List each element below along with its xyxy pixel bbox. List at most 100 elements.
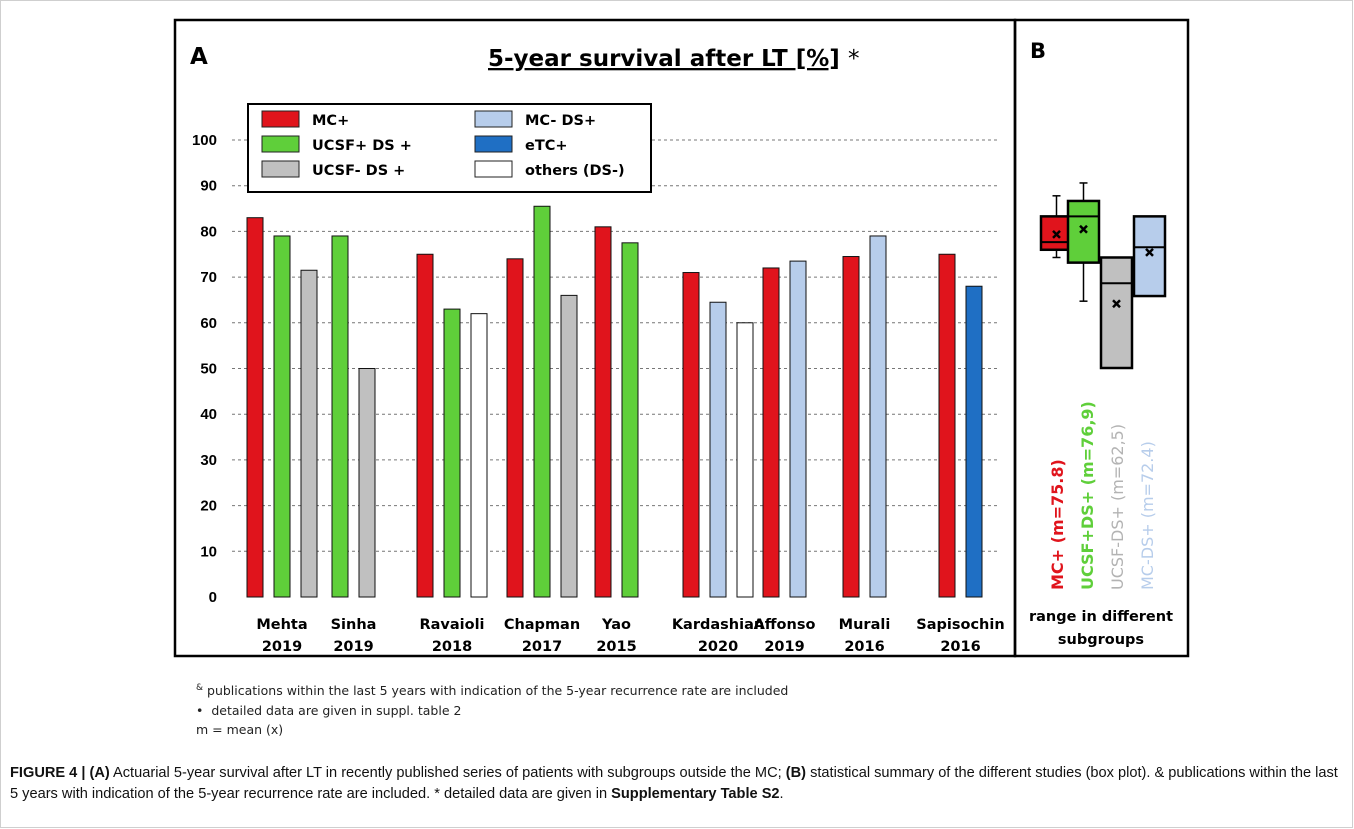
x-label-kardashian: Kardashian: [672, 617, 764, 633]
x-label-year-yao: 2015: [596, 639, 636, 655]
caption-part-a: (A): [89, 765, 110, 781]
legend-label-4: eTC+: [525, 138, 568, 154]
panel-a-letter: A: [190, 44, 208, 70]
footnote-2-bullet: •: [196, 703, 204, 718]
bar-kardashian-2: [736, 322, 754, 598]
bar-group-ravaioli: [416, 253, 488, 598]
x-label-murali: Murali: [839, 617, 891, 633]
bar-murali-0: [842, 256, 860, 598]
bar-mehta-1: [273, 235, 291, 598]
bar-group-sinha: [331, 235, 376, 598]
bar-group-yao: [594, 226, 639, 598]
bar-group-kardashian: [682, 272, 754, 598]
x-label-ravaioli: Ravaioli: [419, 617, 484, 633]
x-label-year-sapisochin: 2016: [940, 639, 980, 655]
box-label-3: MC-DS+ (m=72.4): [1138, 441, 1157, 590]
box-mean-marker-3: [1145, 247, 1154, 257]
y-tick-label-70: 70: [200, 269, 217, 286]
caption-end: .: [779, 786, 784, 802]
x-label-sinha: Sinha: [331, 617, 377, 633]
box-3: [1132, 215, 1167, 298]
bar-chapman-2: [560, 294, 578, 598]
bar-chapman-0: [506, 258, 524, 598]
box-body-1: [1066, 199, 1101, 264]
x-label-sapisochin: Sapisochin: [916, 617, 1004, 633]
box-label-1: UCSF+DS+ (m=76,9): [1078, 401, 1097, 590]
panel-b-footer-line1: range in different: [1029, 609, 1173, 625]
y-tick-label-100: 100: [192, 132, 217, 149]
chart-title-asterisk: *: [848, 46, 860, 72]
bar-yao-0: [594, 226, 612, 598]
y-tick-label-30: 30: [200, 452, 217, 469]
legend-swatch-0: [261, 110, 300, 128]
y-tick-label-80: 80: [200, 223, 217, 240]
x-label-year-mehta: 2019: [262, 639, 302, 655]
y-tick-label-40: 40: [200, 406, 217, 423]
box-mean-marker-1: [1079, 224, 1088, 234]
bar-group-sapisochin: [938, 253, 983, 598]
footnote-1-text: publications within the last 5 years wit…: [203, 683, 789, 699]
legend-swatch-2: [261, 160, 300, 178]
y-tick-label-60: 60: [200, 315, 217, 332]
bar-ravaioli-0: [416, 253, 434, 598]
bar-affonso-0: [762, 267, 780, 598]
x-label-mehta: Mehta: [256, 617, 307, 633]
box-mean-marker-2: [1112, 299, 1121, 309]
chart-title: 5-year survival after LT [%]: [488, 46, 840, 72]
x-label-year-ravaioli: 2018: [432, 639, 472, 655]
legend-swatch-4: [474, 135, 513, 153]
box-mean-marker-0: [1052, 229, 1061, 239]
panel-b-frame: [1013, 18, 1190, 658]
caption-text-1: Actuarial 5-year survival after LT in re…: [109, 765, 786, 781]
x-label-affonso: Affonso: [754, 617, 816, 633]
legend-swatch-1: [261, 135, 300, 153]
bar-murali-1: [869, 235, 887, 598]
box-2: [1099, 256, 1134, 370]
x-label-year-affonso: 2019: [764, 639, 804, 655]
bar-group-murali: [842, 235, 887, 598]
figure-caption: FIGURE 4 | (A) Actuarial 5-year survival…: [10, 763, 1345, 805]
bar-sapisochin-1: [965, 285, 983, 598]
y-tick-label-90: 90: [200, 178, 217, 195]
bar-yao-1: [621, 242, 639, 598]
y-tick-label-10: 10: [200, 543, 217, 560]
legend: MC+ UCSF+ DS + UCSF- DS + MC- DS+ eTC+ others…: [247, 103, 652, 193]
legend-label-1: UCSF+ DS +: [312, 138, 412, 154]
legend-label-2: UCSF- DS +: [312, 163, 405, 179]
footnote-2: • detailed data are given in suppl. tabl…: [196, 703, 461, 718]
legend-box: [247, 103, 652, 193]
legend-label-5: others (DS-): [525, 163, 625, 179]
bar-group-chapman: [506, 205, 578, 598]
bar-sinha-1: [358, 368, 376, 598]
panel-b-letter: B: [1030, 39, 1046, 63]
box-label-2: UCSF-DS+ (m=62,5): [1108, 424, 1127, 590]
footnote-1-sup: &: [196, 683, 204, 693]
box-1: [1066, 182, 1101, 302]
x-label-year-murali: 2016: [844, 639, 884, 655]
y-tick-label-20: 20: [200, 498, 217, 515]
bar-group-affonso: [762, 260, 807, 598]
legend-swatch-3: [474, 110, 513, 128]
panel-b-footer-line2: subgroups: [1058, 632, 1144, 648]
bar-group-mehta: [246, 217, 318, 598]
x-label-year-sinha: 2019: [333, 639, 373, 655]
bar-chapman-1: [533, 205, 551, 598]
legend-label-0: MC+: [312, 113, 349, 129]
y-tick-label-50: 50: [200, 361, 217, 378]
y-tick-label-0: 0: [209, 589, 217, 606]
x-label-year-kardashian: 2020: [698, 639, 738, 655]
legend-label-3: MC- DS+: [525, 113, 596, 129]
caption-label: FIGURE 4 |: [10, 765, 90, 781]
bar-mehta-2: [300, 269, 318, 598]
x-label-year-chapman: 2017: [522, 639, 562, 655]
caption-link[interactable]: Supplementary Table S2: [611, 786, 780, 802]
bar-mehta-0: [246, 217, 264, 598]
box-body-2: [1099, 256, 1134, 370]
footnote-2-text: detailed data are given in suppl. table …: [203, 703, 462, 718]
legend-swatch-5: [474, 160, 513, 178]
bar-ravaioli-2: [470, 313, 488, 598]
x-label-yao: Yao: [601, 617, 631, 633]
x-label-chapman: Chapman: [504, 617, 580, 633]
